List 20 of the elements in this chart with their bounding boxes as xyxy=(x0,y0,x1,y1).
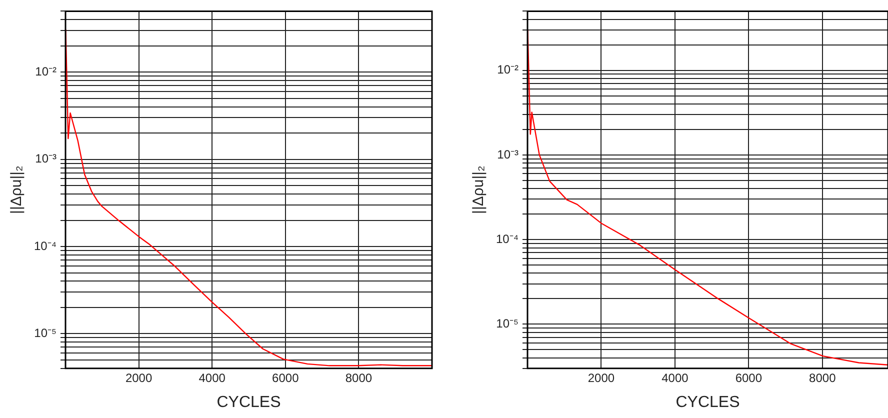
x-tick-label: 8000 xyxy=(345,370,372,385)
y-tick-label: 10⁻² xyxy=(497,62,519,77)
x-tick-label: 6000 xyxy=(735,370,762,385)
x-axis-title: CYCLES xyxy=(216,394,281,411)
y-tick-label: 10⁻² xyxy=(35,64,57,78)
x-tick-label: 2000 xyxy=(125,370,152,385)
y-tick-label: 10⁻⁵ xyxy=(496,316,519,330)
y-tick-label: 10⁻⁴ xyxy=(34,238,57,253)
y-tick-label: 10⁻³ xyxy=(497,147,519,162)
x-axis-title: CYCLES xyxy=(676,394,740,411)
y-axis-title: ||Δρu||₂ xyxy=(470,165,488,214)
y-tick-label: 10⁻⁵ xyxy=(34,326,57,340)
y-tick-label: 10⁻⁴ xyxy=(496,232,519,246)
x-tick-label: 4000 xyxy=(198,370,226,385)
y-tick-label: 10⁻³ xyxy=(35,152,57,166)
x-tick-label: 4000 xyxy=(662,370,689,385)
y-axis-title: ||Δρu||₂ xyxy=(8,165,26,214)
x-tick-label: 6000 xyxy=(272,370,300,385)
x-tick-label: 2000 xyxy=(588,370,615,385)
x-tick-label: 8000 xyxy=(809,370,836,385)
